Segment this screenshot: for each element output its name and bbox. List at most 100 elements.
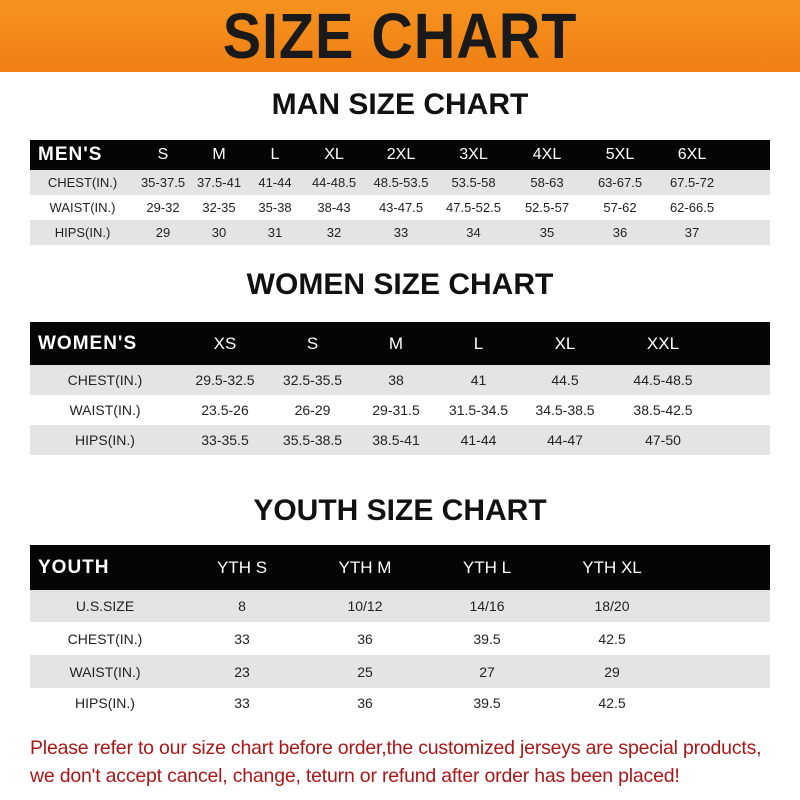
- order-notice: Please refer to our size chart before or…: [30, 734, 790, 790]
- table-cell: 42.5: [598, 695, 626, 711]
- row-label: CHEST(IN.): [67, 630, 143, 647]
- table-cell: 33: [393, 225, 409, 240]
- table-cell: 38.5-42.5: [633, 402, 693, 418]
- table-cell: 29.5-32.5: [195, 372, 255, 388]
- table-cell: 47.5-52.5: [446, 200, 501, 215]
- table-cell: 44-48.5: [311, 175, 357, 190]
- table-cell: 47-50: [645, 432, 681, 448]
- header-cell: 2XL: [386, 146, 416, 163]
- header-cell: 6XL: [677, 146, 707, 163]
- table-cell: 34.5-38.5: [535, 402, 595, 418]
- header-cell: YOUTH: [38, 556, 110, 578]
- header-cell: 4XL: [532, 146, 562, 163]
- row-label: WAIST(IN.): [69, 663, 141, 680]
- table-cell: 32: [326, 225, 342, 240]
- table-cell: 35: [539, 225, 555, 240]
- notice-line-2: we don't accept cancel, change, teturn o…: [30, 765, 680, 787]
- table-row: CHEST(IN.) 35-37.5 37.5-41 41-44 44-48.5 48.5…: [30, 170, 770, 195]
- women-size-table: WOMEN'S XS S M L XL XXL CHEST(IN.) 29.5-32.5 32.5…: [30, 322, 770, 455]
- table-header-row: MEN'S S M L XL 2XL 3XL 4XL 5XL 6XL: [30, 140, 770, 170]
- table-cell: 41: [470, 372, 487, 388]
- table-cell: 29: [155, 225, 171, 240]
- header-cell: 3XL: [459, 146, 488, 163]
- table-row: CHEST(IN.) 33 36 39.5 42.5: [30, 622, 770, 655]
- header-cell: XXL: [646, 333, 680, 353]
- table-cell: 53.5-58: [451, 175, 496, 190]
- table-cell: 31: [267, 225, 283, 240]
- table-cell: 41-44: [460, 432, 497, 448]
- table-cell: 36: [612, 225, 628, 240]
- row-label: WAIST(IN.): [49, 200, 116, 215]
- table-cell: 62-66.5: [669, 200, 715, 215]
- table-cell: 52.5-57: [524, 200, 570, 215]
- table-cell: 36: [357, 695, 373, 711]
- table-cell: 35.5-38.5: [282, 432, 343, 448]
- header-cell: YTH XL: [582, 557, 642, 577]
- men-section-title: MAN SIZE CHART: [271, 88, 529, 121]
- header-cell: L: [270, 146, 280, 163]
- table-cell: 44-47: [547, 432, 583, 448]
- table-cell: 39.5: [473, 630, 501, 647]
- row-label: WAIST(IN.): [69, 402, 141, 418]
- header-cell: 5XL: [605, 146, 635, 163]
- row-label: CHEST(IN.): [67, 372, 143, 388]
- table-cell: 18/20: [594, 598, 630, 614]
- table-cell: 38: [388, 372, 404, 388]
- header-cell: M: [212, 146, 226, 163]
- table-cell: 26-29: [294, 402, 331, 418]
- row-label: U.S.SIZE: [75, 598, 135, 614]
- table-cell: 25: [357, 663, 373, 680]
- table-cell: 67.5-72: [669, 175, 715, 190]
- table-cell: 29-32: [146, 200, 180, 215]
- header-cell: S: [157, 146, 169, 163]
- table-row: HIPS(IN.) 33 36 39.5 42.5: [30, 688, 770, 718]
- table-cell: 30: [211, 225, 227, 240]
- table-cell: 42.5: [598, 630, 626, 647]
- youth-size-table: YOUTH YTH S YTH M YTH L YTH XL U.S.SIZE 8 10/12…: [30, 545, 770, 718]
- table-cell: 23: [234, 663, 250, 680]
- table-header-row: YOUTH YTH S YTH M YTH L YTH XL: [30, 545, 770, 590]
- table-cell: 58-63: [530, 175, 564, 190]
- row-label: HIPS(IN.): [54, 225, 111, 240]
- row-label: CHEST(IN.): [47, 175, 118, 190]
- table-cell: 27: [479, 663, 495, 680]
- table-cell: 32.5-35.5: [282, 372, 343, 388]
- header-cell: WOMEN'S: [38, 332, 138, 354]
- table-cell: 31.5-34.5: [448, 402, 509, 418]
- table-header-row: WOMEN'S XS S M L XL XXL: [30, 322, 770, 365]
- table-cell: 33: [234, 630, 250, 647]
- table-cell: 37.5-41: [196, 175, 242, 190]
- table-cell: 14/16: [469, 598, 505, 614]
- table-cell: 33: [234, 695, 250, 711]
- table-cell: 23.5-26: [201, 402, 249, 418]
- header-cell: L: [473, 333, 484, 353]
- table-cell: 48.5-53.5: [373, 175, 429, 190]
- table-cell: 43-47.5: [378, 200, 424, 215]
- header-cell: XS: [213, 333, 237, 353]
- header-cell: XL: [554, 333, 576, 353]
- women-section-title: WOMEN SIZE CHART: [246, 268, 554, 301]
- table-cell: 32-35: [202, 200, 236, 215]
- header-cell: YTH S: [216, 557, 268, 577]
- table-cell: 38.5-41: [372, 432, 420, 448]
- table-cell: 10/12: [347, 598, 383, 614]
- table-row: U.S.SIZE 8 10/12 14/16 18/20: [30, 590, 770, 622]
- row-label: HIPS(IN.): [75, 432, 135, 448]
- header-cell: MEN'S: [38, 144, 103, 165]
- table-row: HIPS(IN.) 29 30 31 32 33 34 35 36 37: [30, 220, 770, 245]
- table-cell: 34: [466, 225, 481, 240]
- table-row: WAIST(IN.) 23.5-26 26-29 29-31.5 31.5-34.5 34…: [30, 395, 770, 425]
- table-row: WAIST(IN.) 23 25 27 29: [30, 655, 770, 688]
- table-row: CHEST(IN.) 29.5-32.5 32.5-35.5 38 41 44.5 44.5…: [30, 365, 770, 395]
- table-cell: 29: [604, 663, 620, 680]
- title-banner: SIZE CHART: [0, 0, 800, 72]
- table-cell: 39.5: [473, 695, 501, 711]
- table-cell: 63-67.5: [597, 175, 643, 190]
- table-cell: 44.5-48.5: [633, 372, 693, 388]
- header-cell: YTH L: [462, 557, 512, 577]
- notice-line-1: Please refer to our size chart before or…: [30, 737, 762, 759]
- header-cell: M: [388, 333, 404, 353]
- header-cell: XL: [324, 146, 344, 163]
- table-cell: 33-35.5: [201, 432, 249, 448]
- table-cell: 37: [684, 225, 700, 240]
